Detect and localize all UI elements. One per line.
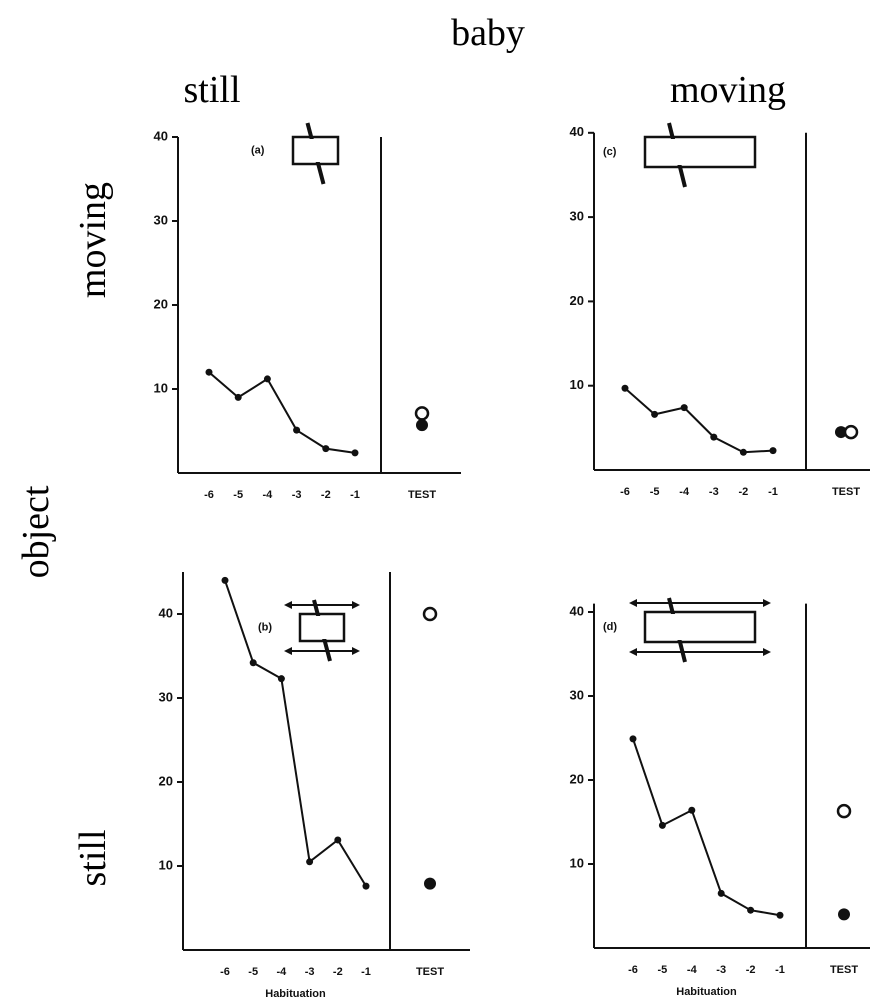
y-tick-label: 40 — [154, 128, 168, 143]
x-tick-label: -4 — [277, 966, 288, 978]
row-title: object — [15, 485, 57, 578]
point — [205, 368, 213, 376]
point — [277, 675, 285, 683]
y-tick-label: 10 — [154, 380, 168, 395]
point — [629, 735, 637, 743]
point — [776, 911, 784, 919]
x-axis-label: Habituation — [676, 986, 737, 998]
point — [293, 426, 301, 434]
x-tick-label: -1 — [361, 966, 371, 978]
point — [688, 806, 696, 814]
point — [739, 448, 747, 456]
x-tick-label: -4 — [687, 964, 698, 976]
point — [747, 906, 755, 914]
y-tick-label: 20 — [570, 771, 584, 786]
test-filled — [835, 426, 847, 439]
column-label: moving — [670, 69, 786, 111]
panel-label: (a) — [251, 144, 265, 156]
point — [322, 445, 330, 453]
row-label: still — [72, 829, 114, 886]
test-open — [422, 606, 438, 622]
habituation-line — [632, 738, 781, 917]
test-filled — [838, 908, 850, 921]
y-tick-label: 30 — [570, 209, 584, 224]
x-tick-label: -5 — [650, 486, 660, 498]
test-label: TEST — [832, 486, 860, 498]
test-open — [843, 424, 859, 440]
y-tick-label: 30 — [570, 687, 584, 702]
y-tick-label: 20 — [154, 296, 168, 311]
x-tick-label: -2 — [739, 486, 749, 498]
x-axis-label: Habituation — [265, 988, 326, 1000]
y-tick-label: 10 — [570, 855, 584, 870]
column-label: still — [183, 69, 240, 111]
x-tick-label: -5 — [658, 964, 668, 976]
point — [221, 576, 229, 584]
x-tick-label: -4 — [263, 489, 274, 501]
x-tick-label: -6 — [204, 489, 214, 501]
panel-label: (c) — [603, 146, 617, 158]
x-tick-label: -6 — [628, 964, 638, 976]
test-open — [836, 803, 852, 819]
y-tick-label: 10 — [159, 857, 173, 872]
point — [306, 858, 314, 866]
x-tick-label: -2 — [746, 964, 756, 976]
x-tick-label: -3 — [709, 486, 719, 498]
point — [621, 384, 629, 392]
point — [769, 447, 777, 455]
arrow-head — [284, 601, 360, 609]
habituation-line — [208, 371, 356, 454]
point — [263, 375, 271, 383]
x-tick-label: -2 — [321, 489, 331, 501]
x-tick-label: -3 — [292, 489, 302, 501]
y-tick-label: 10 — [570, 377, 584, 392]
habituation-line — [224, 580, 367, 887]
y-tick-label: 40 — [570, 124, 584, 139]
x-tick-label: -6 — [620, 486, 630, 498]
point — [717, 889, 725, 897]
point — [651, 410, 659, 418]
point — [234, 393, 242, 401]
point — [658, 821, 666, 829]
test-label: TEST — [830, 964, 858, 976]
x-tick-label: -3 — [716, 964, 726, 976]
test-filled — [416, 419, 428, 432]
x-tick-label: -4 — [679, 486, 690, 498]
y-tick-label: 40 — [159, 605, 173, 620]
rod-mask — [295, 139, 336, 162]
rod-mask — [302, 616, 342, 639]
point — [710, 433, 718, 441]
row-label: moving — [72, 182, 114, 298]
habituation-line — [624, 387, 774, 454]
x-tick-label: -5 — [233, 489, 243, 501]
panel-label: (b) — [258, 621, 272, 633]
panel-label: (d) — [603, 621, 617, 633]
y-tick-label: 30 — [154, 212, 168, 227]
point — [334, 836, 342, 844]
x-tick-label: -6 — [220, 966, 230, 978]
arrow-head — [284, 647, 360, 655]
y-tick-label: 20 — [159, 773, 173, 788]
x-tick-label: -5 — [248, 966, 258, 978]
rod-mask — [647, 614, 753, 640]
rod-mask — [647, 139, 753, 165]
y-tick-label: 20 — [570, 293, 584, 308]
x-tick-label: -1 — [775, 964, 785, 976]
test-label: TEST — [408, 489, 436, 501]
point — [362, 882, 370, 890]
figure-title: baby — [451, 12, 525, 54]
point — [680, 404, 688, 412]
x-tick-label: -2 — [333, 966, 343, 978]
y-tick-label: 30 — [159, 689, 173, 704]
test-open — [414, 406, 430, 421]
x-tick-label: -3 — [305, 966, 315, 978]
y-tick-label: 40 — [570, 603, 584, 618]
x-tick-label: -1 — [768, 486, 778, 498]
point — [249, 659, 257, 667]
test-label: TEST — [416, 966, 444, 978]
x-tick-label: -1 — [350, 489, 360, 501]
point — [351, 449, 359, 457]
test-filled — [424, 877, 436, 890]
